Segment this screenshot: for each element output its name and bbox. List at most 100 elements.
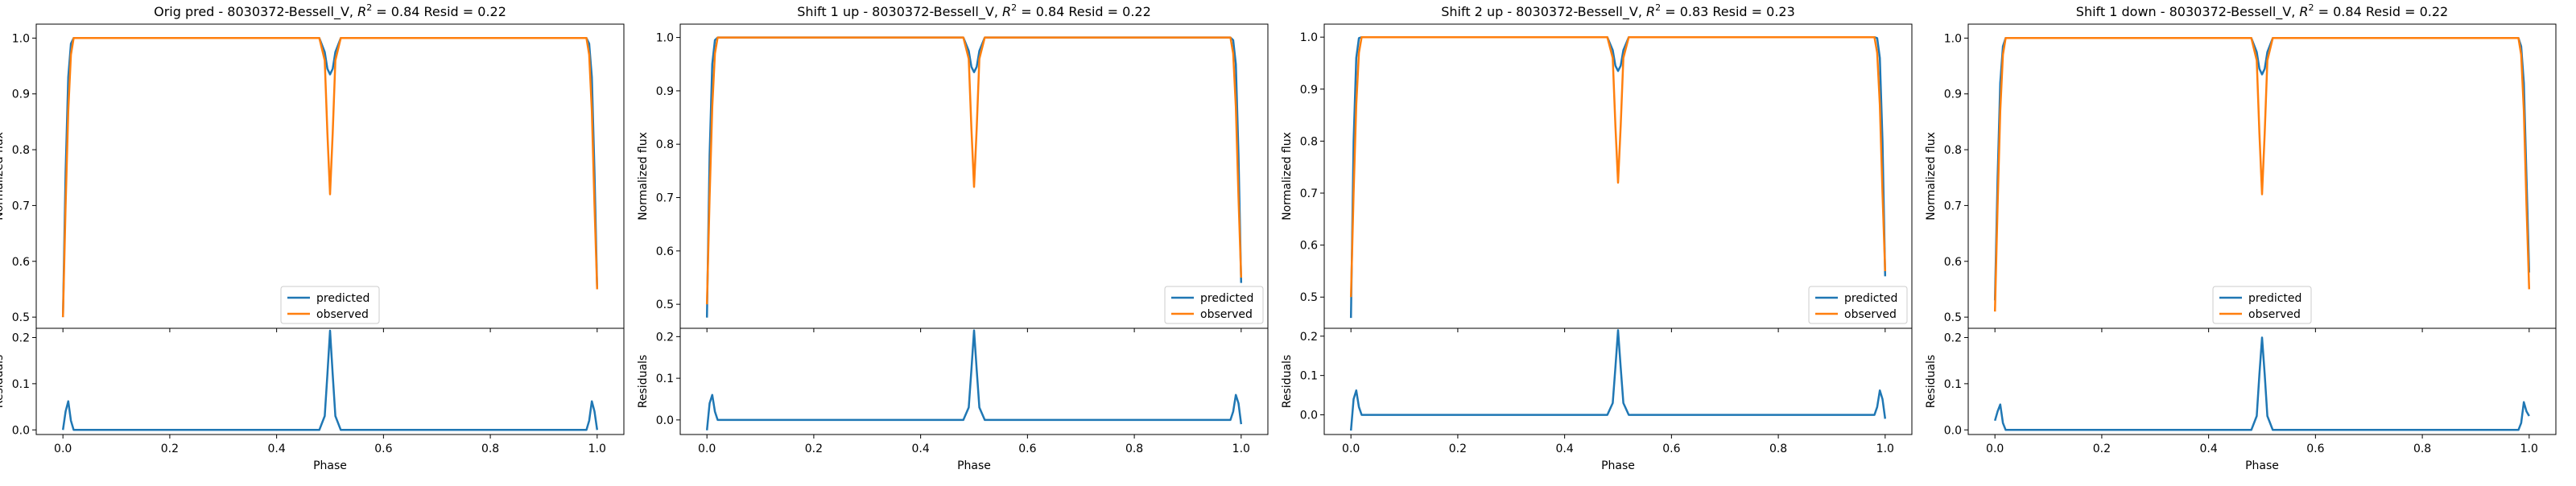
residual-y-tick-label: 0.1: [12, 378, 30, 391]
residual-y-axis-label: Residuals: [1925, 355, 1938, 408]
chart-panel-4: Shift 1 down - 8030372-Bessell_V, R2 = 0…: [1925, 2, 2557, 472]
chart-title-values: = 0.84 Resid = 0.22: [2314, 4, 2449, 19]
x-tick-label: 0.8: [481, 443, 499, 455]
legend-label-observed: observed: [2248, 308, 2301, 321]
residual-y-tick-label: 0.2: [1300, 331, 1318, 344]
residual-y-axis-label: Residuals: [0, 355, 6, 408]
series-line-predicted: [705, 36, 1243, 318]
chart-title-r-exponent: 2: [1655, 2, 1661, 13]
series-line-predicted: [1349, 35, 1887, 319]
residual-axes-frame: [35, 327, 625, 435]
series-line-observed: [61, 37, 599, 318]
main-y-tick-label: 0.8: [656, 138, 674, 151]
chart-title-values: = 0.84 Resid = 0.22: [372, 4, 506, 19]
x-tick-label: 0.6: [2306, 443, 2324, 455]
main-y-tick-label: 1.0: [12, 32, 30, 45]
residual-y-tick-label: 0.0: [656, 414, 674, 427]
x-tick-label: 0.8: [1769, 443, 1787, 455]
chart-panel-1: Orig pred - 8030372-Bessell_V, R2 = 0.84…: [0, 2, 625, 472]
main-y-tick-label: 0.5: [1300, 291, 1318, 304]
x-tick-label: 1.0: [1232, 443, 1250, 455]
x-tick-label: 0.4: [1556, 443, 1574, 455]
main-y-tick-label: 1.0: [1944, 32, 1962, 45]
main-y-tick-label: 0.5: [12, 311, 30, 324]
main-y-tick-label: 0.7: [1944, 200, 1962, 212]
residual-y-tick-label: 0.1: [656, 373, 674, 385]
main-y-tick-label: 0.6: [12, 256, 30, 269]
residual-axes-frame: [679, 327, 1269, 435]
x-tick-label: 0.0: [54, 443, 72, 455]
chart-title-r-symbol: R: [357, 4, 366, 19]
x-tick-label: 0.2: [1449, 443, 1467, 455]
residual-y-tick-label: 0.2: [1944, 332, 1962, 344]
legend: predicted observed: [2212, 286, 2312, 324]
residual-line: [1349, 329, 1887, 431]
main-y-tick-label: 0.5: [656, 299, 674, 311]
legend-label-predicted: predicted: [1844, 292, 1897, 305]
main-y-axis-label: Normalized flux: [1925, 132, 1938, 220]
main-y-tick-label: 0.9: [1300, 84, 1318, 97]
main-y-tick-label: 0.6: [656, 245, 674, 258]
chart-title-prefix: Shift 2 up - 8030372-Bessell_V,: [1441, 4, 1646, 20]
main-y-tick-label: 0.8: [1300, 135, 1318, 148]
legend: predicted observed: [1808, 286, 1908, 324]
main-y-tick-label: 0.8: [1944, 144, 1962, 157]
chart-panel-2: Shift 1 up - 8030372-Bessell_V, R2 = 0.8…: [637, 2, 1269, 472]
x-tick-label: 0.6: [374, 443, 392, 455]
residual-y-axis-label: Residuals: [637, 355, 650, 408]
residual-line: [1993, 336, 2530, 431]
chart-title-values: = 0.84 Resid = 0.22: [1017, 4, 1151, 19]
main-y-tick-label: 0.9: [1944, 89, 1962, 101]
main-y-tick-label: 0.7: [1300, 187, 1318, 200]
residual-line: [705, 329, 1243, 430]
x-tick-label: 1.0: [588, 443, 606, 455]
residual-y-tick-label: 0.0: [12, 424, 30, 437]
residual-y-tick-label: 0.2: [656, 331, 674, 344]
residual-line: [61, 329, 599, 431]
x-tick-label: 0.2: [161, 443, 179, 455]
residual-y-tick-label: 0.1: [1944, 378, 1962, 391]
chart-title-r-exponent: 2: [366, 2, 372, 13]
x-tick-label: 0.2: [2093, 443, 2111, 455]
series-line-predicted: [61, 37, 599, 318]
x-tick-label: 1.0: [1876, 443, 1894, 455]
x-axis-label: Phase: [2245, 459, 2279, 472]
chart-title: Orig pred - 8030372-Bessell_V, R2 = 0.84…: [154, 2, 506, 20]
main-y-tick-label: 0.7: [656, 192, 674, 205]
main-y-tick-label: 0.9: [12, 89, 30, 101]
main-y-tick-label: 0.9: [656, 85, 674, 98]
series-line-predicted: [1993, 37, 2531, 301]
main-y-tick-label: 0.5: [1944, 311, 1962, 324]
legend-label-predicted: predicted: [1200, 292, 1253, 305]
x-axis-label: Phase: [957, 459, 991, 472]
main-y-tick-label: 0.6: [1300, 240, 1318, 253]
x-tick-label: 0.0: [698, 443, 716, 455]
x-tick-label: 0.4: [2200, 443, 2218, 455]
legend: predicted observed: [1164, 286, 1264, 324]
chart-title-r-symbol: R: [1002, 4, 1011, 19]
chart-title-prefix: Shift 1 up - 8030372-Bessell_V,: [797, 4, 1002, 20]
x-tick-label: 0.2: [805, 443, 823, 455]
x-tick-label: 0.4: [268, 443, 286, 455]
residual-y-axis-label: Residuals: [1281, 355, 1294, 408]
legend-label-predicted: predicted: [2248, 292, 2301, 305]
main-y-axis-label: Normalized flux: [0, 132, 6, 220]
main-y-tick-label: 1.0: [1300, 31, 1318, 44]
legend-label-observed: observed: [1844, 308, 1897, 321]
residual-axes-frame: [1967, 327, 2557, 435]
chart-title-r-symbol: R: [1646, 4, 1655, 19]
chart-title-r-exponent: 2: [1011, 2, 1017, 13]
series-line-observed: [705, 36, 1243, 305]
chart-title-r-symbol: R: [2299, 4, 2308, 19]
x-tick-label: 1.0: [2520, 443, 2538, 455]
chart-title-values: = 0.83 Resid = 0.23: [1661, 4, 1795, 19]
main-y-axis-label: Normalized flux: [1281, 132, 1294, 220]
residual-axes-frame: [1323, 327, 1913, 435]
residual-y-tick-label: 0.1: [1300, 370, 1318, 383]
legend: predicted observed: [280, 286, 380, 324]
chart-title: Shift 1 down - 8030372-Bessell_V, R2 = 0…: [2076, 2, 2448, 20]
chart-panel-3: Shift 2 up - 8030372-Bessell_V, R2 = 0.8…: [1281, 2, 1913, 472]
main-y-axis-label: Normalized flux: [637, 132, 650, 220]
